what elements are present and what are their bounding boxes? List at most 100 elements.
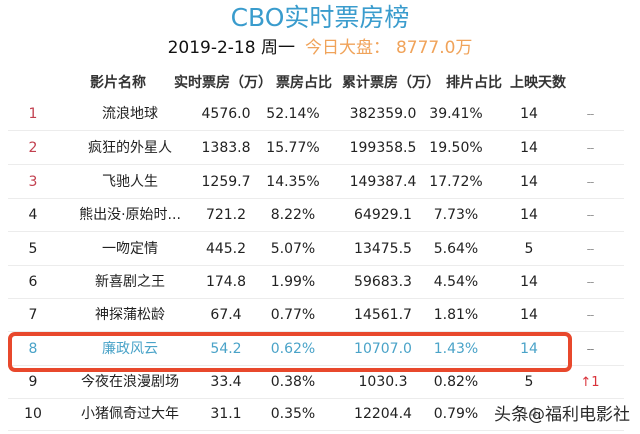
days-showing: 5 [524, 374, 534, 390]
rank-trend: -- [586, 141, 595, 155]
table-row[interactable]: 3 飞驰人生 1259.7 14.35% 149387.4 17.72% 14 … [0, 166, 640, 199]
realtime-box-office: 174.8 [205, 274, 247, 290]
date-label: 2019-2-18 周一 [167, 38, 295, 58]
box-office-share: 15.77% [266, 140, 320, 156]
days-showing: 14 [520, 406, 538, 422]
rank: 1 [28, 106, 38, 122]
film-name: 新喜剧之王 [95, 274, 165, 290]
rank-trend: -- [586, 175, 595, 189]
days-showing: 14 [520, 207, 538, 223]
realtime-box-office: 33.4 [210, 374, 242, 390]
days-showing: 14 [520, 307, 538, 323]
screening-share: 7.73% [433, 207, 479, 223]
box-office-share: 14.35% [266, 174, 320, 190]
realtime-box-office: 31.1 [210, 406, 242, 422]
table-row[interactable]: 1 流浪地球 4576.0 52.14% 382359.0 39.41% 14 … [0, 98, 640, 131]
days-showing: 14 [520, 106, 538, 122]
screening-share: 17.72% [429, 174, 483, 190]
realtime-box-office: 54.2 [210, 341, 242, 357]
cumulative-box-office: 199358.5 [349, 140, 417, 156]
table-row[interactable]: 9 今夜在浪漫剧场 33.4 0.38% 1030.3 0.82% 5 ↑1 [0, 366, 640, 399]
table-row[interactable]: 2 疯狂的外星人 1383.8 15.77% 199358.5 19.50% 1… [0, 132, 640, 165]
box-office-share: 0.38% [270, 374, 316, 390]
header-cumulative-box-office: 累计票房（万） [342, 75, 440, 91]
header-film-name: 影片名称 [90, 75, 146, 91]
rank-trend: -- [586, 308, 595, 322]
watermark: 头条@福利电影社 [494, 405, 630, 425]
subtitle: 2019-2-18 周一 今日大盘： 8777.0万 [0, 36, 640, 60]
table-row[interactable]: 10 小猪佩奇过大年 31.1 0.35% 12204.4 0.79% 14 [0, 398, 640, 431]
box-office-share: 0.62% [270, 341, 316, 357]
header-days-showing: 上映天数 [510, 75, 566, 91]
table-row[interactable]: 6 新喜剧之王 174.8 1.99% 59683.3 4.54% 14 -- [0, 266, 640, 299]
table-row-highlighted[interactable]: 8 廉政风云 54.2 0.62% 10707.0 1.43% 14 -- [0, 333, 640, 366]
cumulative-box-office: 1030.3 [358, 374, 408, 390]
rank: 9 [28, 374, 38, 390]
film-name: 廉政风云 [102, 341, 158, 357]
rank: 10 [24, 406, 42, 422]
realtime-box-office: 721.2 [205, 207, 247, 223]
rank-trend: -- [586, 242, 595, 256]
cumulative-box-office: 59683.3 [354, 274, 412, 290]
table-header: 影片名称 实时票房（万） 票房占比 累计票房（万） 排片占比 上映天数 [0, 72, 640, 96]
realtime-box-office: 1383.8 [201, 140, 251, 156]
screening-share: 1.43% [433, 341, 479, 357]
days-showing: 14 [520, 174, 538, 190]
rank: 5 [28, 241, 38, 257]
screening-share: 0.82% [433, 374, 479, 390]
header-screening-share: 排片占比 [446, 75, 502, 91]
box-office-share: 8.22% [270, 207, 316, 223]
screening-share: 39.41% [429, 106, 483, 122]
box-office-share: 0.35% [270, 406, 316, 422]
days-showing: 14 [520, 341, 538, 357]
rank-trend: -- [586, 208, 595, 222]
cumulative-box-office: 14561.7 [354, 307, 412, 323]
screening-share: 5.64% [433, 241, 479, 257]
film-name: 今夜在浪漫剧场 [81, 374, 179, 390]
table-row[interactable]: 7 神探蒲松龄 67.4 0.77% 14561.7 1.81% 14 -- [0, 299, 640, 332]
total-box-office-value: 8777.0万 [395, 38, 473, 58]
box-office-share: 0.77% [270, 307, 316, 323]
box-office-share: 5.07% [270, 241, 316, 257]
rank: 2 [28, 140, 38, 156]
cumulative-box-office: 13475.5 [354, 241, 412, 257]
page-title: CBO实时票房榜 [230, 3, 410, 32]
cumulative-box-office: 64929.1 [354, 207, 412, 223]
cumulative-box-office: 12204.4 [354, 406, 412, 422]
film-name: 神探蒲松龄 [95, 307, 165, 323]
screening-share: 4.54% [433, 274, 479, 290]
cumulative-box-office: 10707.0 [354, 341, 412, 357]
box-office-share: 1.99% [270, 274, 316, 290]
header-realtime-box-office: 实时票房（万） [174, 75, 272, 91]
table-row[interactable]: 5 一吻定情 445.2 5.07% 13475.5 5.64% 5 -- [0, 233, 640, 266]
rank: 6 [28, 274, 38, 290]
rank: 7 [28, 307, 38, 323]
rank: 3 [28, 174, 38, 190]
realtime-box-office: 1259.7 [201, 174, 251, 190]
realtime-box-office: 445.2 [205, 241, 247, 257]
total-box-office-label: 今日大盘： [304, 38, 390, 58]
rank-trend: -- [586, 342, 595, 356]
cumulative-box-office: 149387.4 [349, 174, 417, 190]
rank-trend: -- [586, 275, 595, 289]
screening-share: 0.79% [433, 406, 479, 422]
film-name: 小猪佩奇过大年 [81, 406, 179, 422]
rank: 8 [28, 341, 38, 357]
rank-up-arrow-icon: ↑1 [580, 375, 600, 390]
rank-trend: -- [586, 107, 595, 121]
days-showing: 14 [520, 274, 538, 290]
film-name: 疯狂的外星人 [88, 140, 172, 156]
film-name: 熊出没·原始时... [79, 207, 181, 223]
screening-share: 19.50% [429, 140, 483, 156]
film-name: 飞驰人生 [102, 174, 158, 190]
screening-share: 1.81% [433, 307, 479, 323]
days-showing: 5 [524, 241, 534, 257]
rank: 4 [28, 207, 38, 223]
days-showing: 14 [520, 140, 538, 156]
realtime-box-office: 67.4 [210, 307, 242, 323]
cumulative-box-office: 382359.0 [349, 106, 417, 122]
table-row[interactable]: 4 熊出没·原始时... 721.2 8.22% 64929.1 7.73% 1… [0, 199, 640, 232]
header-box-office-share: 票房占比 [276, 75, 332, 91]
film-name: 流浪地球 [102, 106, 158, 122]
highlight-annotation-box [8, 332, 572, 372]
